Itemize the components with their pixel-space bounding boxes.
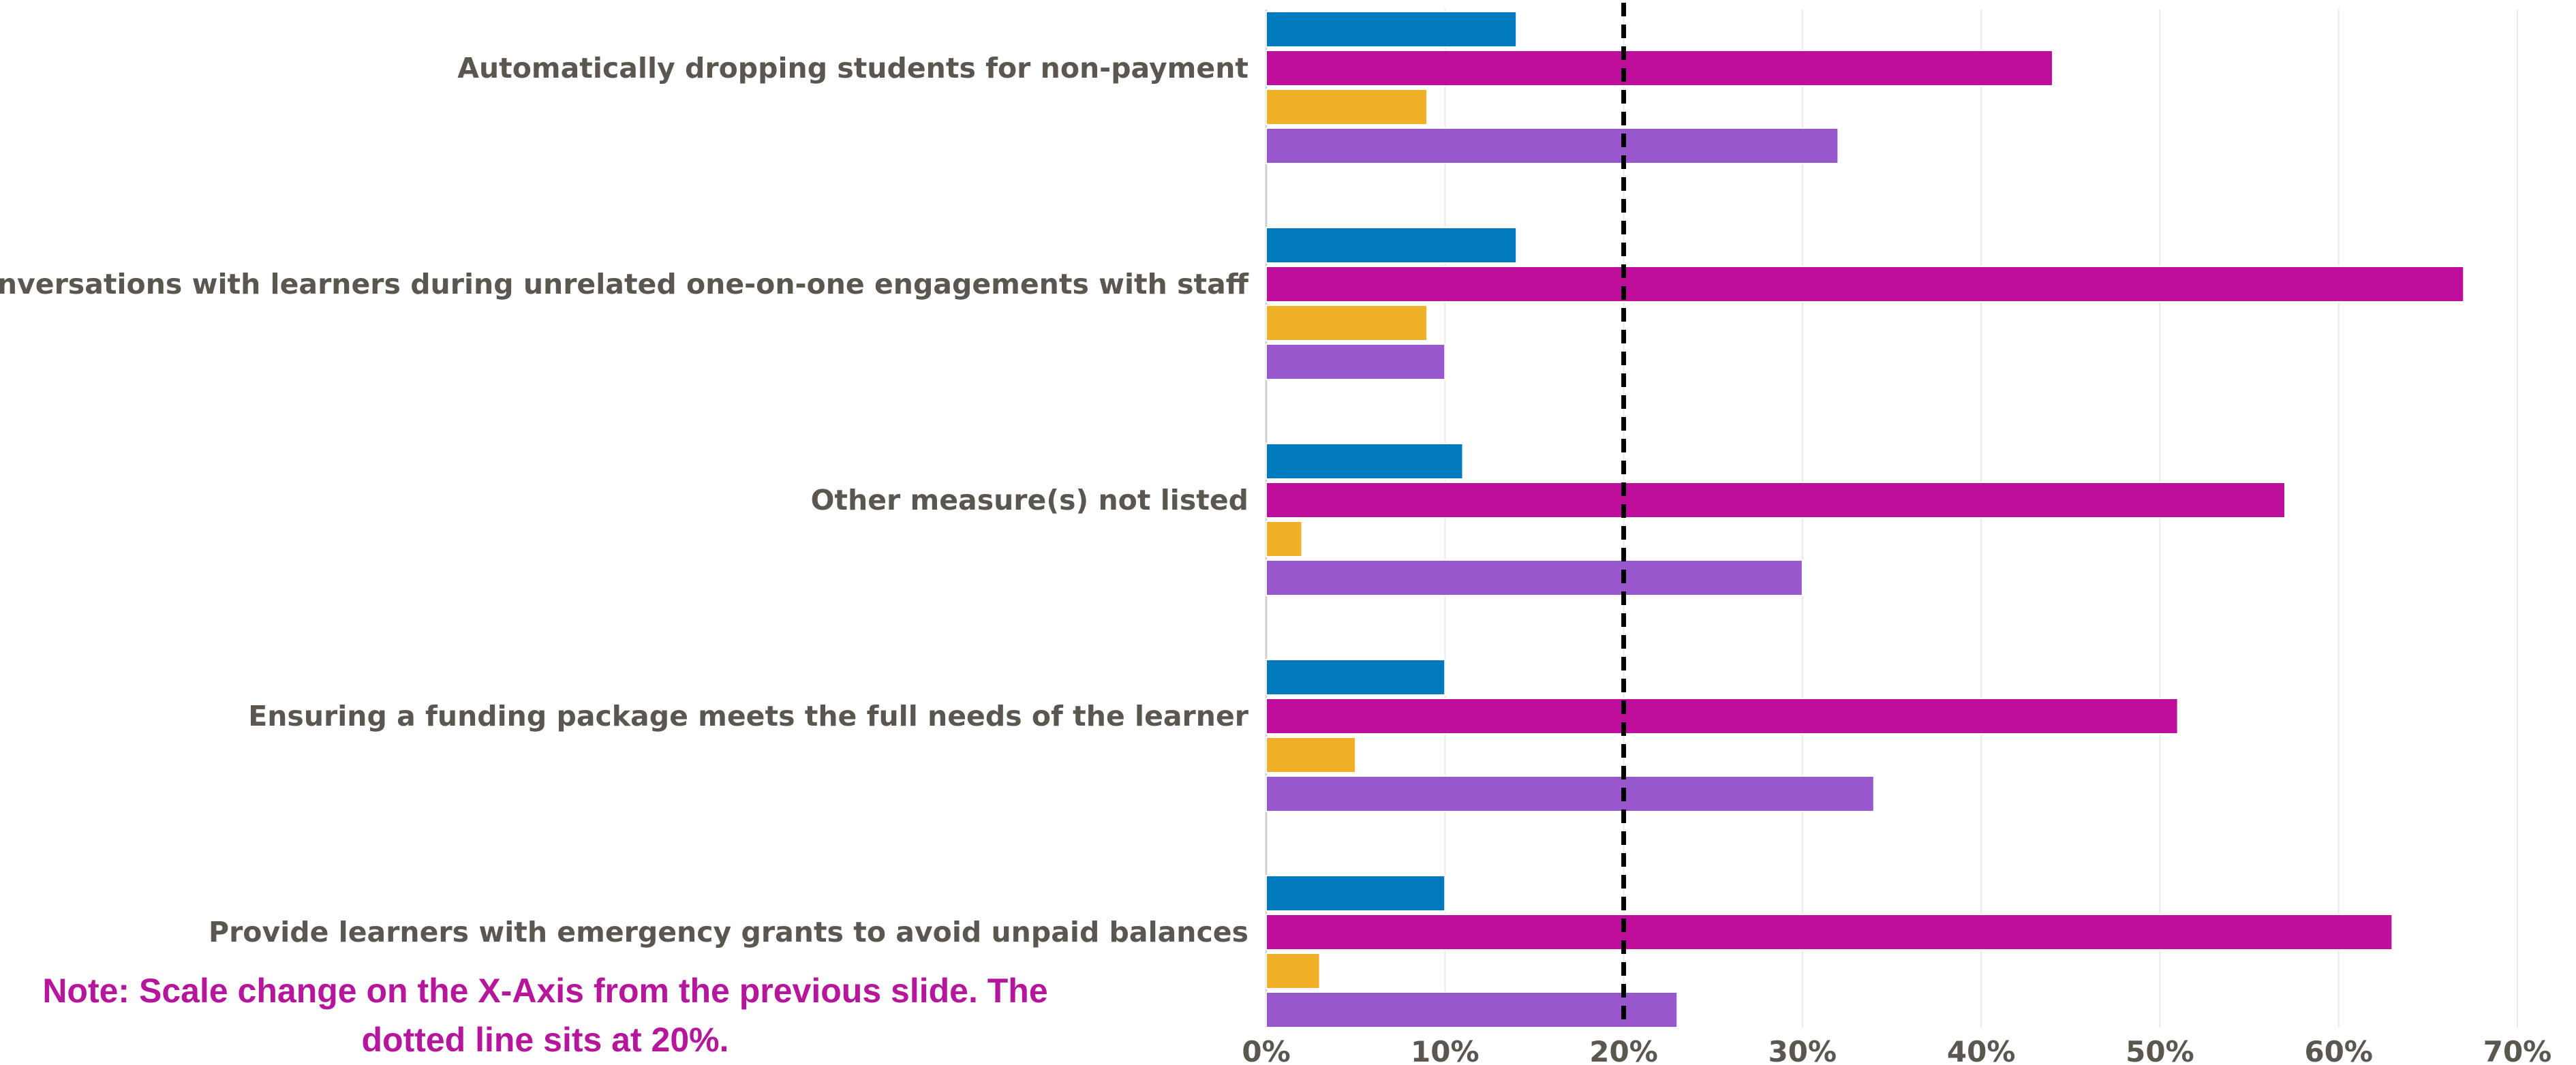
bar (1266, 991, 1678, 1028)
x-tick-label: 40% (1947, 1035, 2016, 1065)
x-axis-tick-labels: 0% 10% 20% 30% 40% 50% 60% 70% (1242, 1035, 2551, 1065)
note-text: Note: Scale change on the X-Axis from th… (0, 966, 1090, 1064)
bar (1266, 775, 1875, 812)
bar (1266, 875, 1446, 912)
x-tick-label: 30% (1768, 1035, 1837, 1065)
category-label: Conversations with learners during unrel… (0, 268, 1249, 300)
bar (1266, 914, 2393, 951)
bar (1266, 127, 1839, 164)
bar (1266, 11, 1518, 48)
bar (1266, 305, 1428, 341)
category-label: Automatically dropping students for non-… (457, 52, 1248, 84)
x-tick-label: 70% (2483, 1035, 2552, 1065)
bar (1266, 266, 2465, 303)
bar (1266, 521, 1303, 557)
bar (1266, 559, 1803, 596)
bar (1266, 443, 1464, 480)
x-tick-label: 0% (1242, 1035, 1290, 1065)
x-tick-label: 50% (2126, 1035, 2194, 1065)
bars (1266, 11, 2465, 1028)
bar (1266, 227, 1518, 264)
category-label: Provide learners with emergency grants t… (209, 916, 1248, 948)
bar (1266, 737, 1357, 773)
note-line-2: dotted line sits at 20%. (361, 1021, 729, 1059)
x-tick-label: 60% (2304, 1035, 2373, 1065)
x-tick-label: 20% (1589, 1035, 1658, 1065)
bar (1266, 343, 1446, 380)
category-label: Other measure(s) not listed (811, 484, 1248, 516)
bar (1266, 482, 2286, 519)
category-label: Ensuring a funding package meets the ful… (248, 700, 1249, 732)
bar (1266, 659, 1446, 696)
bar (1266, 50, 2054, 87)
bar (1266, 89, 1428, 125)
x-tick-label: 10% (1411, 1035, 1479, 1065)
bar (1266, 953, 1321, 989)
bar (1266, 698, 2179, 735)
category-labels: Automatically dropping students for non-… (0, 52, 1249, 948)
note-line-1: Note: Scale change on the X-Axis from th… (42, 972, 1048, 1010)
